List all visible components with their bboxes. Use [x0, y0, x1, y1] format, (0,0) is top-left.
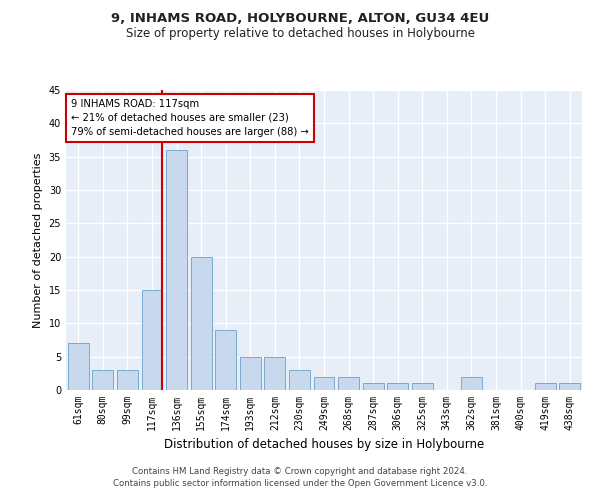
- Text: Size of property relative to detached houses in Holybourne: Size of property relative to detached ho…: [125, 28, 475, 40]
- Bar: [68, 344, 89, 390]
- Bar: [117, 370, 138, 390]
- Text: Contains HM Land Registry data © Crown copyright and database right 2024.
Contai: Contains HM Land Registry data © Crown c…: [113, 466, 487, 487]
- Bar: [338, 376, 359, 390]
- Bar: [412, 384, 433, 390]
- Bar: [166, 150, 187, 390]
- Bar: [387, 384, 408, 390]
- Bar: [559, 384, 580, 390]
- Bar: [289, 370, 310, 390]
- Bar: [191, 256, 212, 390]
- X-axis label: Distribution of detached houses by size in Holybourne: Distribution of detached houses by size …: [164, 438, 484, 452]
- Bar: [461, 376, 482, 390]
- Text: 9, INHAMS ROAD, HOLYBOURNE, ALTON, GU34 4EU: 9, INHAMS ROAD, HOLYBOURNE, ALTON, GU34 …: [111, 12, 489, 26]
- Bar: [314, 376, 334, 390]
- Bar: [265, 356, 286, 390]
- Bar: [362, 384, 383, 390]
- Text: 9 INHAMS ROAD: 117sqm
← 21% of detached houses are smaller (23)
79% of semi-deta: 9 INHAMS ROAD: 117sqm ← 21% of detached …: [71, 99, 309, 137]
- Bar: [535, 384, 556, 390]
- Bar: [92, 370, 113, 390]
- Bar: [240, 356, 261, 390]
- Bar: [215, 330, 236, 390]
- Y-axis label: Number of detached properties: Number of detached properties: [33, 152, 43, 328]
- Bar: [142, 290, 163, 390]
